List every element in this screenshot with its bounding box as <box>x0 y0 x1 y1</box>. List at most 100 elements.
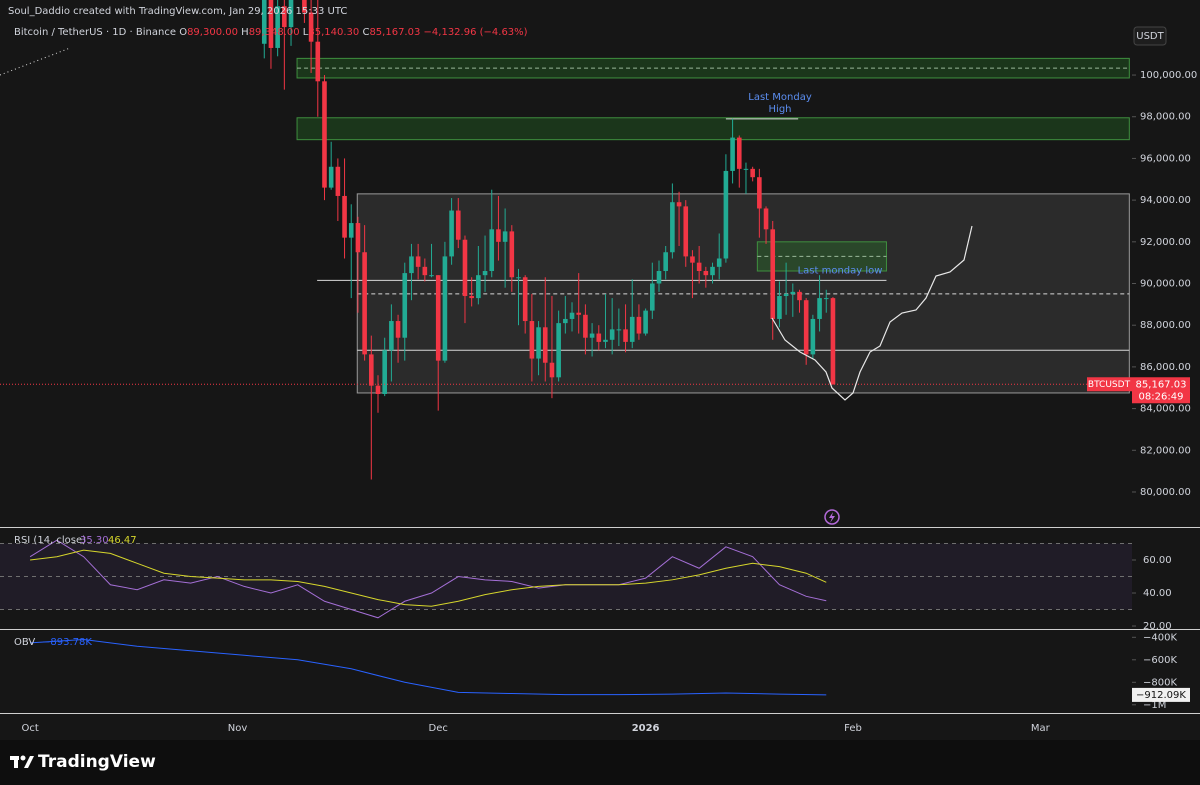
ohlc-value: 89,300.00 <box>187 27 238 38</box>
candle-body <box>449 210 454 257</box>
current-value-label: −912.09K <box>1136 690 1186 701</box>
candle-body <box>348 223 354 238</box>
candle-body <box>429 275 434 277</box>
candle-body <box>817 298 822 319</box>
candle-body <box>402 273 408 338</box>
candle-body <box>369 354 374 386</box>
y-tick-label: 82,000.00 <box>1140 445 1191 456</box>
y-tick-label: 90,000.00 <box>1140 279 1191 290</box>
candle-body <box>375 385 381 394</box>
indicator-value: −893.78K <box>42 637 92 648</box>
candle-body <box>589 333 595 338</box>
candle-body <box>542 327 548 363</box>
indicator-title: OBV <box>14 637 35 648</box>
y-tick-label: 80,000.00 <box>1140 487 1191 498</box>
candle-body <box>308 12 314 42</box>
candle-body <box>609 329 615 340</box>
candle-body <box>603 339 608 342</box>
symbol-tag-label: BTCUSDT <box>1088 380 1131 390</box>
candle-body <box>455 210 461 240</box>
candle-body <box>656 271 662 284</box>
level-label: Last Monday High <box>748 91 812 115</box>
candle-body <box>556 323 561 378</box>
last-price-label: 85,167.03 <box>1136 379 1187 390</box>
current-value-box <box>1132 687 1190 702</box>
old-drawing <box>0 47 71 76</box>
candle-body <box>757 177 762 209</box>
candle-body <box>643 310 648 334</box>
level-label: Last monday low <box>798 265 883 276</box>
candle-body <box>576 312 582 315</box>
candle-body <box>328 166 334 188</box>
indicator-line <box>29 539 827 619</box>
candle-body <box>302 0 307 13</box>
currency-button[interactable] <box>1133 26 1167 46</box>
indicator-pane <box>30 639 827 696</box>
candle-body <box>770 229 776 319</box>
candle-body <box>529 321 535 359</box>
ohlc-value: 85,167.03 <box>369 27 421 38</box>
x-tick-label: Dec <box>429 723 448 734</box>
candle-body <box>469 296 474 299</box>
candle-body <box>462 239 468 297</box>
currency-label: USDT <box>1136 31 1164 42</box>
candle-body <box>596 333 602 342</box>
candle-body <box>563 318 568 324</box>
candle-body <box>282 6 287 28</box>
y-tick-label: 20.00 <box>1143 621 1172 632</box>
candle-body <box>442 256 448 361</box>
symbol-tag <box>1087 377 1132 392</box>
y-tick-label: 60.00 <box>1143 555 1172 566</box>
candle-body <box>322 81 327 188</box>
symbol: Bitcoin / TetherUS · 1D · Binance <box>14 27 176 38</box>
candle-body <box>723 170 729 259</box>
candle-body <box>389 321 394 351</box>
y-tick-label: 92,000.00 <box>1140 237 1191 248</box>
candle-body <box>482 271 488 276</box>
candle-body <box>362 252 367 355</box>
candle-body <box>750 168 755 178</box>
ohlc-value: 85,140.30 <box>308 27 360 38</box>
candle-body <box>683 206 689 257</box>
event-icon-bolt <box>829 512 835 523</box>
candle-body <box>335 166 341 196</box>
candle-body <box>268 0 274 48</box>
candle-body <box>710 266 715 276</box>
candle-body <box>650 283 655 311</box>
y-tick-label: 40.00 <box>1143 588 1172 599</box>
candle-body <box>803 300 809 355</box>
candle-body <box>569 312 575 319</box>
event-icon[interactable] <box>824 509 840 525</box>
projection-path <box>771 225 973 401</box>
candle-body <box>476 275 481 299</box>
candle-body <box>415 256 421 267</box>
credit: Soul_Daddio created with TradingView.com… <box>8 6 348 17</box>
candle-body <box>583 314 588 338</box>
candle-body <box>435 275 441 361</box>
y-tick-label: −800K <box>1143 677 1177 688</box>
last-price-box <box>1132 377 1190 404</box>
main-pane <box>261 0 1130 480</box>
candle-body <box>703 271 709 276</box>
candle-body <box>496 229 501 242</box>
x-tick-label: Oct <box>21 723 38 734</box>
candle-body <box>261 0 267 44</box>
y-tick-label: −600K <box>1143 655 1177 666</box>
y-tick-label: 100,000.00 <box>1140 70 1197 81</box>
candle-body <box>355 223 361 253</box>
candle-body <box>783 293 789 297</box>
candle-body <box>623 329 628 342</box>
candle-body <box>616 329 622 331</box>
y-tick-label: −1M <box>1143 700 1166 711</box>
candle-body <box>810 318 816 355</box>
ohlc-value: 89,348.00 <box>248 27 300 38</box>
candle-body <box>395 321 401 338</box>
indicator-value: 46.47 <box>108 535 137 546</box>
candle-body <box>763 208 769 230</box>
x-tick-label: Mar <box>1031 723 1051 734</box>
zone <box>296 117 1130 141</box>
brand: TradingView <box>38 752 156 772</box>
candle-body <box>777 296 782 319</box>
candle-body <box>409 256 414 274</box>
